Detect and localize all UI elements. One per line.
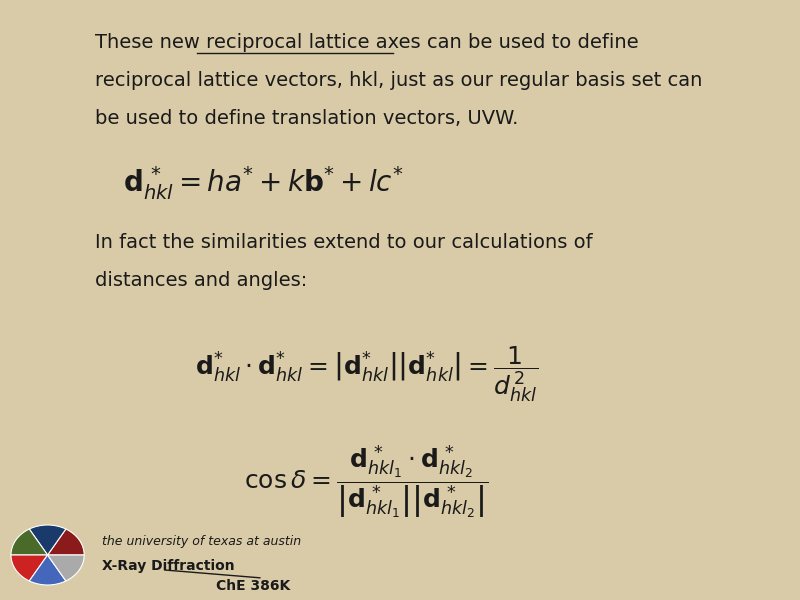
Wedge shape	[47, 529, 84, 555]
Text: ChE 386K: ChE 386K	[216, 579, 290, 593]
Wedge shape	[11, 529, 47, 555]
Wedge shape	[30, 525, 66, 555]
Text: These new reciprocal lattice axes can be used to define: These new reciprocal lattice axes can be…	[95, 33, 638, 52]
Wedge shape	[47, 555, 84, 581]
Text: reciprocal lattice vectors, hkl, just as our regular basis set can: reciprocal lattice vectors, hkl, just as…	[95, 71, 702, 90]
Text: $\mathbf{d}^{\,*}_{hkl} = h\mathit{a}^{*} + k\mathbf{b}^{*} + l\mathit{c}^{*}$: $\mathbf{d}^{\,*}_{hkl} = h\mathit{a}^{*…	[123, 164, 404, 202]
Text: distances and angles:: distances and angles:	[95, 271, 307, 290]
Text: the university of texas at austin: the university of texas at austin	[102, 535, 302, 548]
Text: be used to define translation vectors, UVW.: be used to define translation vectors, U…	[95, 109, 518, 128]
Wedge shape	[11, 555, 47, 581]
Text: In fact the similarities extend to our calculations of: In fact the similarities extend to our c…	[95, 233, 593, 253]
Text: $\mathbf{d}^{*}_{hkl} \cdot \mathbf{d}^{*}_{hkl} = \left|\mathbf{d}^{*}_{hkl}\ri: $\mathbf{d}^{*}_{hkl} \cdot \mathbf{d}^{…	[194, 345, 538, 404]
Wedge shape	[30, 555, 66, 585]
Text: X-Ray Diffraction: X-Ray Diffraction	[102, 559, 235, 573]
Text: $\cos\delta = \dfrac{\mathbf{d}^{\,*}_{hkl_1} \cdot \mathbf{d}^{\,*}_{hkl_2}}{\l: $\cos\delta = \dfrac{\mathbf{d}^{\,*}_{h…	[244, 444, 488, 521]
